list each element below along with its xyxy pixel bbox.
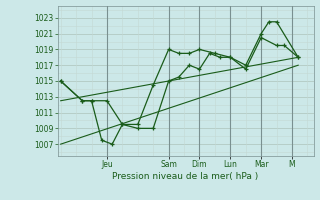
- X-axis label: Pression niveau de la mer( hPa ): Pression niveau de la mer( hPa ): [112, 172, 259, 181]
